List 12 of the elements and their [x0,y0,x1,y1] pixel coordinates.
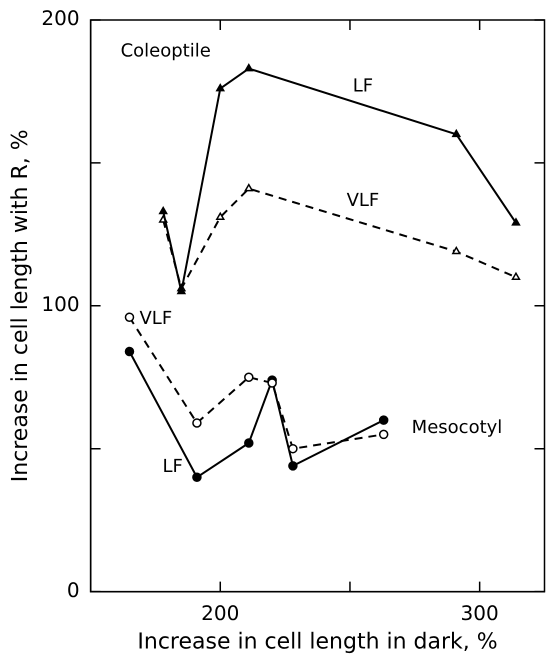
y-tick-label: 200 [41,6,80,30]
x-tick-label: 300 [460,600,499,625]
annotation: Mesocotyl [412,416,502,438]
y-axis-title: Increase in cell length with R, % [8,129,33,482]
series-label: VLF [346,190,380,211]
y-tick-label: 100 [41,292,80,316]
series-label: LF [162,456,183,477]
y-tick-label: 0 [66,578,80,602]
series-label: LF [352,75,374,96]
series-label: VLF [139,308,172,329]
annotation: Coleoptile [120,40,211,62]
x-axis-title: Increase in cell length in dark, % [137,630,498,655]
